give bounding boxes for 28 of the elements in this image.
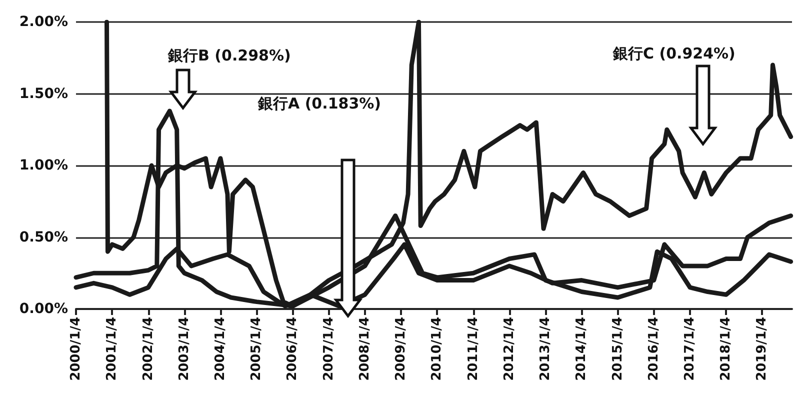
- annotation: 銀行A (0.183%): [257, 94, 382, 112]
- x-tick-label: 2017/1/4: [682, 317, 698, 381]
- y-tick-label: 1.50%: [19, 86, 68, 102]
- x-tick-label: 2015/1/4: [610, 317, 626, 381]
- x-tick-label: 2014/1/4: [574, 317, 590, 381]
- y-tick-label: 2.00%: [19, 14, 68, 30]
- y-tick-label: 0.00%: [19, 301, 68, 317]
- annotation: 銀行C (0.924%): [612, 44, 736, 62]
- x-tick-label: 2012/1/4: [502, 317, 517, 381]
- x-tick-label: 2018/1/4: [718, 317, 734, 381]
- x-tick-label: 2002/1/4: [140, 317, 156, 381]
- x-tick-label: 2010/1/4: [430, 317, 445, 381]
- x-tick-label: 2013/1/4: [538, 317, 554, 381]
- x-tick-label: 2016/1/4: [646, 317, 662, 381]
- x-tick-label: 2008/1/4: [357, 317, 372, 381]
- y-tick-label: 1.00%: [19, 158, 68, 174]
- x-tick-label: 2009/1/4: [394, 317, 409, 381]
- y-tick-label: 0.50%: [19, 229, 68, 246]
- x-tick-label: 2001/1/4: [104, 317, 120, 381]
- annotation: 銀行B (0.298%): [167, 46, 291, 64]
- x-tick-label: 2006/1/4: [285, 317, 300, 381]
- x-tick-label: 2003/1/4: [176, 317, 192, 381]
- x-tick-label: 2007/1/4: [321, 317, 336, 381]
- x-tick-label: 2000/1/4: [68, 317, 84, 381]
- x-tick-label: 2019/1/4: [754, 317, 770, 381]
- x-tick-label: 2004/1/4: [212, 317, 228, 381]
- x-tick-label: 2005/1/4: [249, 317, 264, 381]
- x-tick-label: 2011/1/4: [466, 317, 481, 381]
